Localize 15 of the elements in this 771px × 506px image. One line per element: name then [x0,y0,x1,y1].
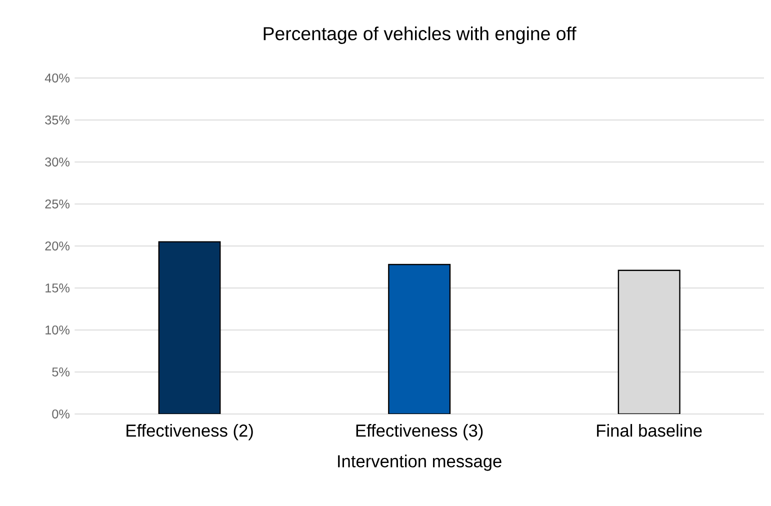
x-tick-label: Effectiveness (2) [126,424,253,440]
x-tick-label: Effectiveness (3) [356,424,483,440]
y-tick-label: 35% [45,116,70,124]
x-axis-title: Intervention message [338,454,502,471]
y-tick-label: 25% [45,200,70,208]
y-tick-label: 5% [52,368,70,376]
bar [158,241,221,414]
y-tick-label: 15% [46,284,70,292]
chart-title: Percentage of vehicles with engine off [264,26,576,44]
y-tick-label: 30% [45,158,70,166]
y-tick-label: 0% [52,410,70,418]
y-tick-label: 20% [45,242,70,250]
x-tick-label: Final baseline [597,424,702,437]
y-tick-label: 10% [46,326,70,334]
y-tick-label: 40% [44,74,70,82]
